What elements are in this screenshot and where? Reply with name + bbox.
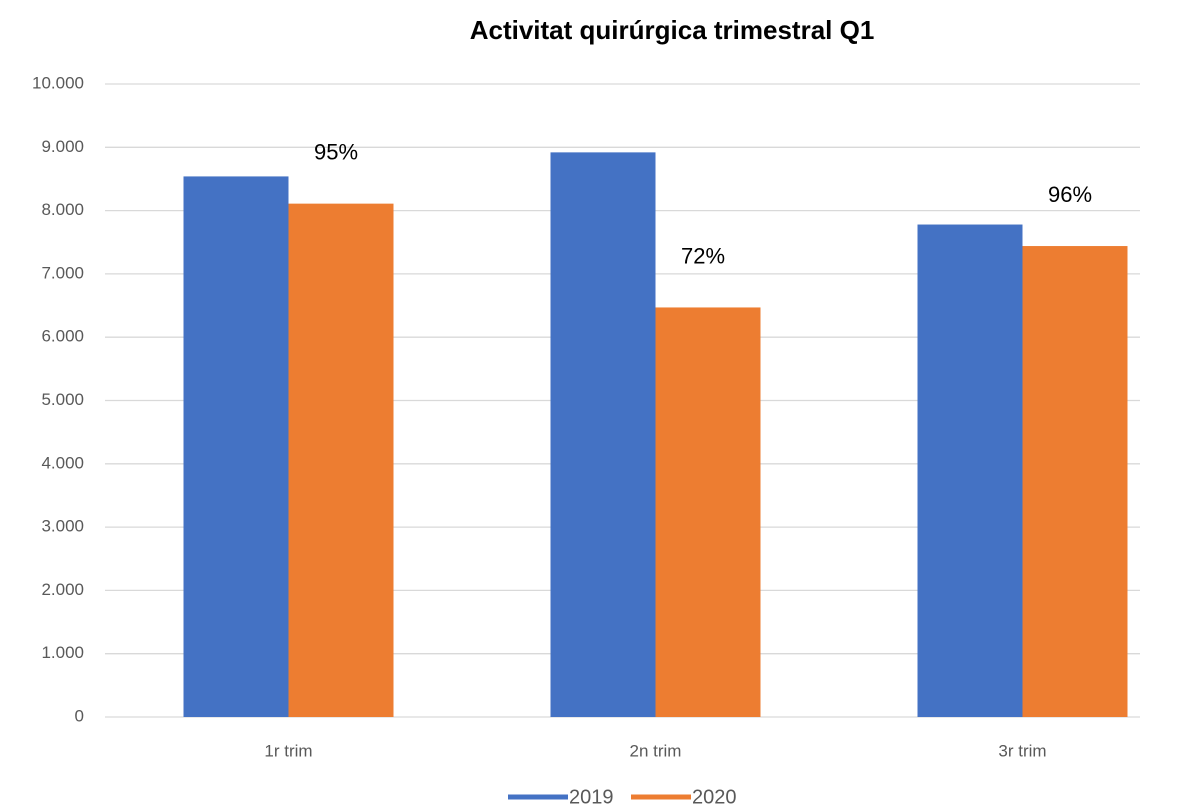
y-tick-label: 2.000 — [41, 580, 84, 599]
annotation: 96% — [1048, 182, 1092, 207]
y-tick-label: 4.000 — [41, 453, 84, 472]
x-tick-label: 3r trim — [998, 741, 1046, 760]
bar — [550, 152, 656, 717]
y-tick-label: 9.000 — [41, 137, 84, 156]
bar — [1022, 246, 1128, 717]
y-tick-label: 0 — [75, 706, 84, 725]
x-tick-label: 2n trim — [630, 741, 682, 760]
bar — [655, 307, 761, 717]
legend-label: 2019 — [569, 786, 614, 808]
annotation: 95% — [314, 139, 358, 164]
y-tick-label: 6.000 — [41, 327, 84, 346]
chart-title: Activitat quirúrgica trimestral Q1 — [470, 15, 875, 45]
y-tick-label: 5.000 — [41, 390, 84, 409]
y-tick-label: 8.000 — [41, 200, 84, 219]
bar — [917, 224, 1023, 717]
y-tick-label: 3.000 — [41, 517, 84, 536]
legend-label: 2020 — [692, 786, 737, 808]
y-tick-label: 10.000 — [32, 73, 84, 92]
bar — [288, 203, 394, 718]
bar — [183, 176, 289, 718]
y-tick-label: 1.000 — [41, 643, 84, 662]
annotation: 72% — [681, 243, 725, 268]
x-tick-label: 1r trim — [264, 741, 312, 760]
y-tick-label: 7.000 — [41, 263, 84, 282]
